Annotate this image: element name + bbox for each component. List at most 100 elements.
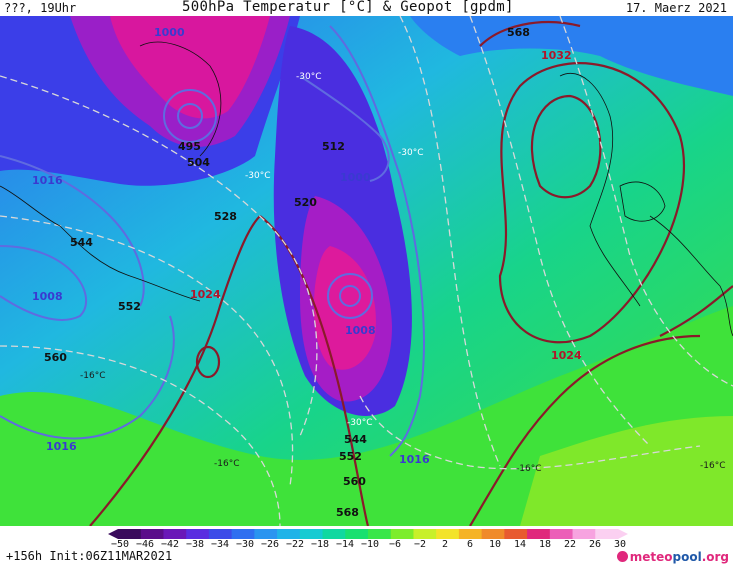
geopot-label: 512 bbox=[322, 140, 345, 153]
temp-label: -16°C bbox=[80, 371, 105, 381]
temp-label: -30°C bbox=[296, 72, 321, 82]
colorbar-swatch bbox=[208, 529, 233, 539]
pressure-label: 1024 bbox=[551, 349, 582, 362]
isotherm-line bbox=[0, 215, 294, 487]
colorbar-swatch bbox=[504, 529, 528, 539]
colorbar-labels: −50 −46 −42 −38 −34 −30 −26 −22 −18 −14 −10 −6 −2 2 6 1… bbox=[110, 539, 627, 551]
geopot-label: 560 bbox=[343, 475, 366, 488]
geopot-line bbox=[498, 62, 686, 344]
geopot-label: 528 bbox=[214, 210, 237, 223]
temperature-fields bbox=[0, 16, 733, 526]
colorbar-swatch bbox=[277, 529, 301, 539]
temp-label: -30°C bbox=[347, 418, 372, 428]
colorbar-swatch bbox=[572, 529, 596, 539]
colorbar-swatch bbox=[322, 529, 346, 539]
colorbar-tick-label: 10 bbox=[488, 539, 502, 550]
colorbar-swatch bbox=[345, 529, 369, 539]
isotherm-line bbox=[0, 345, 281, 526]
geopot-label: 552 bbox=[339, 450, 362, 463]
colorbar-tick-label: 14 bbox=[513, 539, 527, 550]
colorbar-tick-label: 26 bbox=[588, 539, 602, 550]
colorbar-arrow-left bbox=[108, 529, 118, 539]
geopot-label: 568 bbox=[336, 506, 359, 519]
geopot-line bbox=[469, 334, 701, 526]
map-header: ???, 19Uhr 500hPa Temperatur [°C] & Geop… bbox=[0, 0, 733, 16]
isobar-low-ring bbox=[163, 89, 217, 143]
colorbar-tick-label: −18 bbox=[310, 539, 330, 550]
isobar-line bbox=[0, 245, 87, 321]
colorbar-tick-label: 30 bbox=[613, 539, 627, 550]
isobar-contours bbox=[0, 25, 425, 457]
map-labels: 568 1032 495 504 512 528 520 544 552 560… bbox=[32, 26, 582, 519]
weather-map: 568 1032 495 504 512 528 520 544 552 560… bbox=[0, 16, 733, 526]
colorbar-tick-label: −34 bbox=[210, 539, 230, 550]
coastline-europe-west bbox=[649, 215, 733, 337]
temp-label: -30°C bbox=[245, 171, 270, 181]
colorbar-swatch bbox=[368, 529, 392, 539]
coastline-iceland bbox=[619, 181, 666, 222]
pressure-label: 1024 bbox=[190, 288, 221, 301]
isotherm-contours bbox=[0, 16, 733, 526]
isobar-label: 1008 bbox=[32, 290, 63, 303]
temp-label: -16°C bbox=[214, 459, 239, 469]
geopot-high-cell bbox=[195, 345, 221, 379]
isobar-label: 1016 bbox=[46, 440, 77, 453]
colorbar-swatch bbox=[436, 529, 460, 539]
isobar-label: 1000 bbox=[154, 26, 185, 39]
temperature-colorbar bbox=[108, 529, 628, 539]
geopot-label: 504 bbox=[187, 156, 210, 169]
colorbar-tick-label: −46 bbox=[135, 539, 155, 550]
isotherm-line bbox=[359, 395, 701, 470]
geopot-label: 544 bbox=[344, 433, 367, 446]
geopot-label: 520 bbox=[294, 196, 317, 209]
cold-air-ne bbox=[410, 16, 733, 96]
colorbar-swatch bbox=[163, 529, 187, 539]
isobar-label: 1016 bbox=[32, 174, 63, 187]
colorbar-tick-label: −30 bbox=[235, 539, 255, 550]
temp-label: -16°C bbox=[516, 464, 541, 474]
colorbar-swatch bbox=[595, 529, 619, 539]
map-footer: −50 −46 −42 −38 −34 −30 −26 −22 −18 −14 −10 −6 −2 2 6 1… bbox=[0, 526, 733, 566]
geopot-label: 568 bbox=[507, 26, 530, 39]
colorbar-tick-label: −50 bbox=[110, 539, 130, 550]
logo-icon bbox=[616, 551, 628, 562]
colorbar-swatch bbox=[390, 529, 414, 539]
isobar-line bbox=[329, 25, 425, 457]
geopot-line bbox=[659, 285, 733, 337]
coastlines bbox=[0, 41, 733, 337]
logo-text-org: .org bbox=[701, 550, 729, 564]
isobar-line bbox=[0, 155, 145, 307]
colorbar-swatch bbox=[299, 529, 324, 539]
isotherm-line bbox=[0, 75, 318, 437]
isobar-label: 1008 bbox=[345, 324, 376, 337]
isobar-line bbox=[299, 75, 390, 182]
isobar-label: 1016 bbox=[399, 453, 430, 466]
geopot-label: 495 bbox=[178, 140, 201, 153]
colorbar-swatch bbox=[118, 529, 142, 539]
colorbar-swatch bbox=[254, 529, 278, 539]
colorbar-arrow-right bbox=[618, 529, 628, 539]
colorbar-tick-label: 2 bbox=[441, 539, 449, 550]
colorbar-tick-label: 22 bbox=[563, 539, 577, 550]
colorbar-tick-label: −10 bbox=[360, 539, 380, 550]
colorbar-tick-label: 18 bbox=[538, 539, 552, 550]
colorbar-tick-label: −14 bbox=[335, 539, 355, 550]
colorbar-swatch bbox=[413, 529, 437, 539]
temp-label: -16°C bbox=[700, 461, 725, 471]
colorbar-swatch bbox=[231, 529, 255, 539]
isobar-line bbox=[0, 315, 175, 440]
colorbar-swatch bbox=[549, 529, 574, 539]
logo-text-meteo: meteo bbox=[629, 550, 673, 564]
map-title: 500hPa Temperatur [°C] & Geopot [gpdm] bbox=[182, 0, 514, 15]
colorbar-swatch bbox=[186, 529, 210, 539]
pressure-label: 1032 bbox=[541, 49, 572, 62]
colorbar-swatch bbox=[458, 529, 483, 539]
isotherm-line bbox=[399, 16, 501, 467]
isobar-low-center bbox=[177, 103, 203, 129]
meteopool-logo: meteopool.org bbox=[616, 550, 729, 564]
colorbar-tick-label: −42 bbox=[160, 539, 180, 550]
temp-label: -30°C bbox=[398, 148, 423, 158]
coastline-europe bbox=[559, 73, 641, 307]
geopot-label: 552 bbox=[118, 300, 141, 313]
init-time-label: +156h Init:06Z11MAR2021 bbox=[6, 549, 173, 563]
